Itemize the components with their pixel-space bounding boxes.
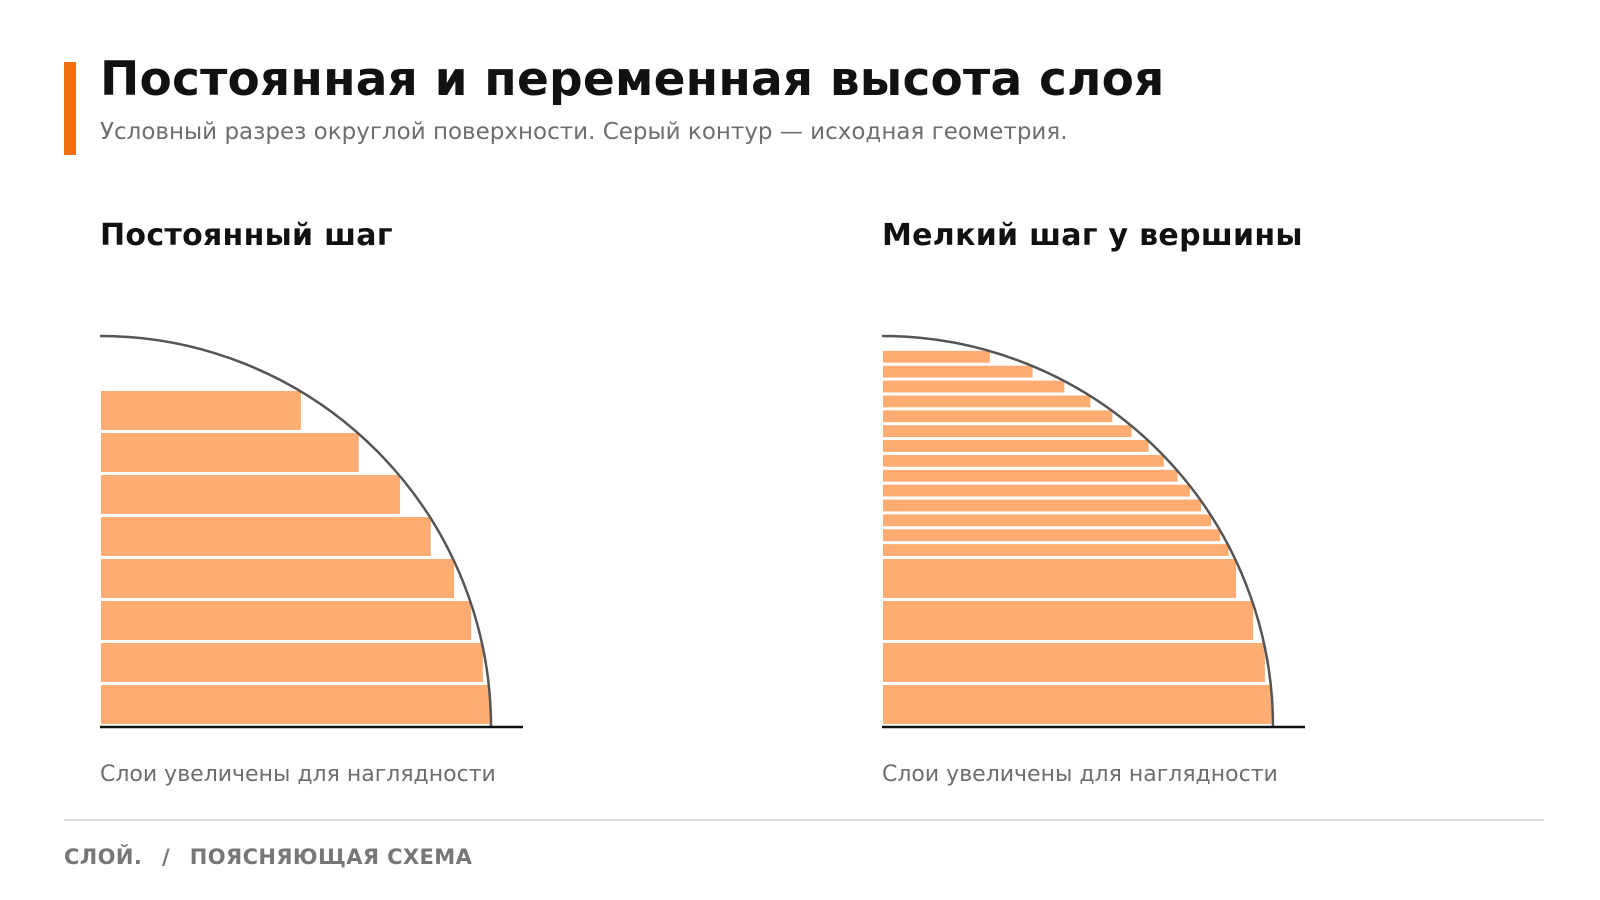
panel-title-variable: Мелкий шаг у вершины [882, 218, 1303, 253]
layer-block [883, 454, 1164, 467]
layer-block [883, 380, 1065, 393]
layer-block [101, 517, 431, 556]
layer-block [883, 350, 990, 363]
accent-bar [64, 62, 76, 155]
footer: СЛОЙ. / ПОЯСНЯЮЩАЯ СХЕМА [64, 845, 472, 869]
layer-block [101, 643, 483, 682]
layer-block [883, 685, 1272, 724]
layer-block [101, 559, 455, 598]
diagram-constant-step [99, 334, 523, 729]
layer-block [883, 601, 1254, 640]
layer-block [883, 395, 1091, 408]
layer-block [883, 365, 1033, 378]
footer-section: ПОЯСНЯЮЩАЯ СХЕМА [189, 845, 473, 869]
layer-block [101, 601, 472, 640]
layer-block [883, 410, 1113, 423]
footer-separator: / [161, 845, 171, 869]
layer-block [101, 685, 490, 724]
layer-block [883, 514, 1212, 527]
diagram-variable-step [881, 334, 1305, 729]
layer-block [101, 391, 301, 430]
panel-note-variable: Слои увеличены для наглядности [882, 762, 1278, 787]
layer-block [883, 499, 1202, 512]
layer-block [883, 484, 1190, 497]
layer-block [883, 440, 1149, 452]
layer-block [883, 529, 1221, 542]
layer-block [883, 425, 1132, 438]
layer-block [883, 544, 1229, 556]
surface-contour [881, 334, 1275, 728]
footer-brand: СЛОЙ. [64, 845, 143, 869]
layer-block [101, 475, 400, 514]
layer-block [101, 433, 359, 472]
layer-block [883, 643, 1265, 682]
layer-block [883, 559, 1237, 598]
panel-title-constant: Постоянный шаг [100, 218, 393, 253]
surface-contour [99, 334, 493, 728]
footer-divider [64, 819, 1544, 821]
panel-note-constant: Слои увеличены для наглядности [100, 762, 496, 787]
page-title: Постоянная и переменная высота слоя [100, 52, 1165, 107]
layer-block [883, 469, 1178, 482]
page-subtitle: Условный разрез округлой поверхности. Се… [100, 119, 1068, 145]
